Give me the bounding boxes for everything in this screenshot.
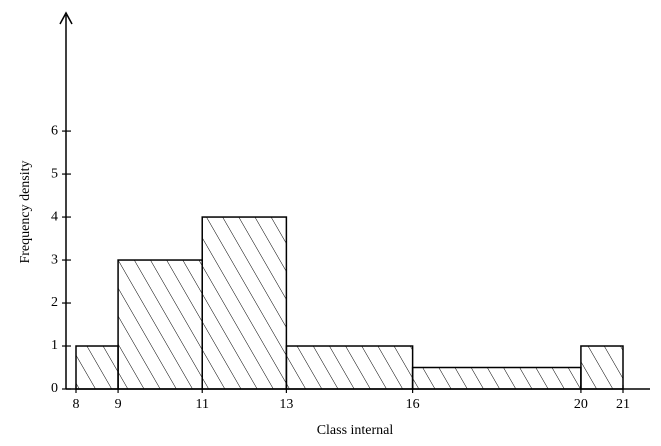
x-tick-label: 21 (616, 397, 630, 412)
y-axis-arrow (59, 11, 73, 25)
x-tick-label: 11 (195, 397, 208, 412)
bar (411, 366, 582, 390)
y-tick-label: 5 (51, 166, 58, 181)
x-tick-label: 13 (279, 397, 293, 412)
x-tick-label: 20 (574, 397, 588, 412)
x-tick-label: 9 (115, 397, 122, 412)
y-tick-label: 2 (51, 295, 58, 310)
y-tick-label: 6 (51, 123, 58, 138)
x-tick-label: 8 (73, 397, 80, 412)
x-axis-label: Class internal (317, 423, 394, 438)
y-axis-label: Frequency density (18, 160, 33, 263)
bar (75, 345, 119, 390)
y-tick-label: 4 (51, 209, 58, 224)
y-tick-label: 1 (51, 338, 58, 353)
bar (201, 216, 288, 390)
y-tick-label: 3 (51, 252, 58, 267)
bar (580, 345, 624, 390)
y-tick-label: 0 (51, 381, 58, 396)
bar (285, 345, 414, 390)
x-tick-label: 16 (406, 397, 420, 412)
bar (117, 259, 203, 390)
